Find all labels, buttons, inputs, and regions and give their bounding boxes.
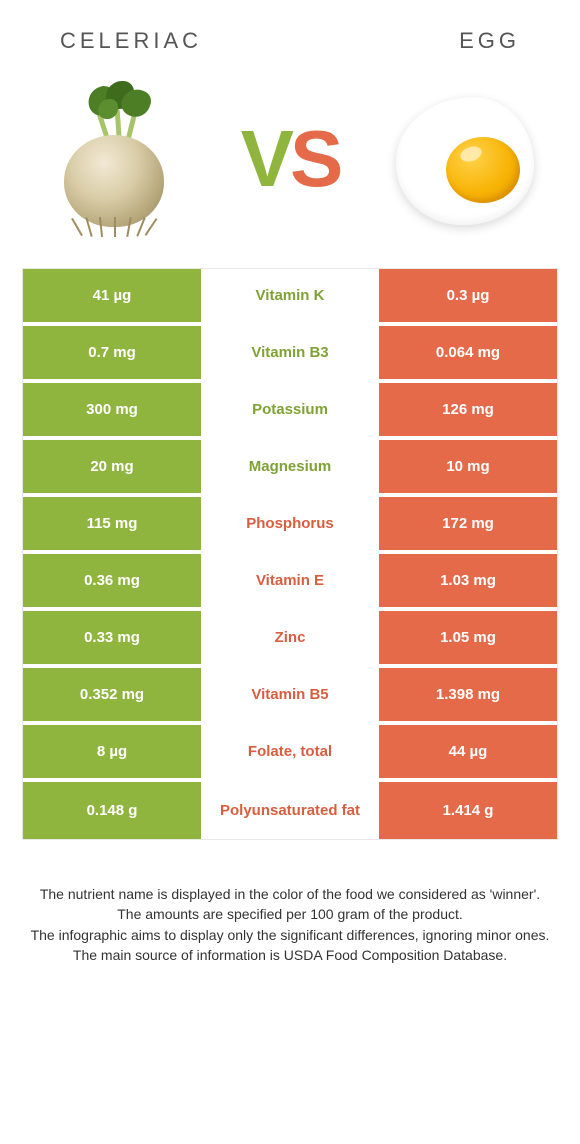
right-value-cell: 0.3 µg xyxy=(379,269,557,322)
nutrient-name-cell: Vitamin E xyxy=(201,554,379,607)
comparison-table: 41 µgVitamin K0.3 µg0.7 mgVitamin B30.06… xyxy=(22,268,558,840)
left-value-cell: 0.7 mg xyxy=(23,326,201,379)
right-value-cell: 172 mg xyxy=(379,497,557,550)
table-row: 0.7 mgVitamin B30.064 mg xyxy=(23,326,557,383)
table-row: 20 mgMagnesium10 mg xyxy=(23,440,557,497)
right-value-cell: 10 mg xyxy=(379,440,557,493)
right-food-title: EGG xyxy=(459,28,520,54)
table-row: 0.148 gPolyunsaturated fat1.414 g xyxy=(23,782,557,839)
table-row: 115 mgPhosphorus172 mg xyxy=(23,497,557,554)
left-value-cell: 8 µg xyxy=(23,725,201,778)
right-value-cell: 0.064 mg xyxy=(379,326,557,379)
table-row: 8 µgFolate, total44 µg xyxy=(23,725,557,782)
nutrient-name-cell: Phosphorus xyxy=(201,497,379,550)
footnote-line: The amounts are specified per 100 gram o… xyxy=(30,904,550,924)
nutrient-name-cell: Folate, total xyxy=(201,725,379,778)
right-value-cell: 1.05 mg xyxy=(379,611,557,664)
left-value-cell: 0.352 mg xyxy=(23,668,201,721)
footnote-line: The main source of information is USDA F… xyxy=(30,945,550,965)
left-value-cell: 0.36 mg xyxy=(23,554,201,607)
right-value-cell: 44 µg xyxy=(379,725,557,778)
footnotes: The nutrient name is displayed in the co… xyxy=(30,884,550,965)
right-value-cell: 1.398 mg xyxy=(379,668,557,721)
celeriac-image xyxy=(40,79,190,239)
egg-image xyxy=(390,79,540,239)
nutrient-name-cell: Zinc xyxy=(201,611,379,664)
table-row: 300 mgPotassium126 mg xyxy=(23,383,557,440)
right-value-cell: 1.414 g xyxy=(379,782,557,839)
nutrient-name-cell: Vitamin K xyxy=(201,269,379,322)
left-value-cell: 300 mg xyxy=(23,383,201,436)
left-food-title: CELERIAC xyxy=(60,28,202,54)
vs-label: VS xyxy=(241,113,340,205)
left-value-cell: 115 mg xyxy=(23,497,201,550)
table-row: 0.352 mgVitamin B51.398 mg xyxy=(23,668,557,725)
left-value-cell: 0.148 g xyxy=(23,782,201,839)
vs-s: S xyxy=(290,113,339,205)
footnote-line: The infographic aims to display only the… xyxy=(30,925,550,945)
nutrient-name-cell: Polyunsaturated fat xyxy=(201,782,379,839)
nutrient-name-cell: Vitamin B5 xyxy=(201,668,379,721)
hero-row: VS xyxy=(0,64,580,264)
table-row: 0.33 mgZinc1.05 mg xyxy=(23,611,557,668)
footnote-line: The nutrient name is displayed in the co… xyxy=(30,884,550,904)
nutrient-name-cell: Magnesium xyxy=(201,440,379,493)
nutrient-name-cell: Vitamin B3 xyxy=(201,326,379,379)
left-value-cell: 20 mg xyxy=(23,440,201,493)
left-value-cell: 41 µg xyxy=(23,269,201,322)
table-row: 41 µgVitamin K0.3 µg xyxy=(23,269,557,326)
right-value-cell: 1.03 mg xyxy=(379,554,557,607)
right-value-cell: 126 mg xyxy=(379,383,557,436)
table-row: 0.36 mgVitamin E1.03 mg xyxy=(23,554,557,611)
left-value-cell: 0.33 mg xyxy=(23,611,201,664)
nutrient-name-cell: Potassium xyxy=(201,383,379,436)
vs-v: V xyxy=(241,113,290,205)
header: CELERIAC EGG xyxy=(0,0,580,64)
